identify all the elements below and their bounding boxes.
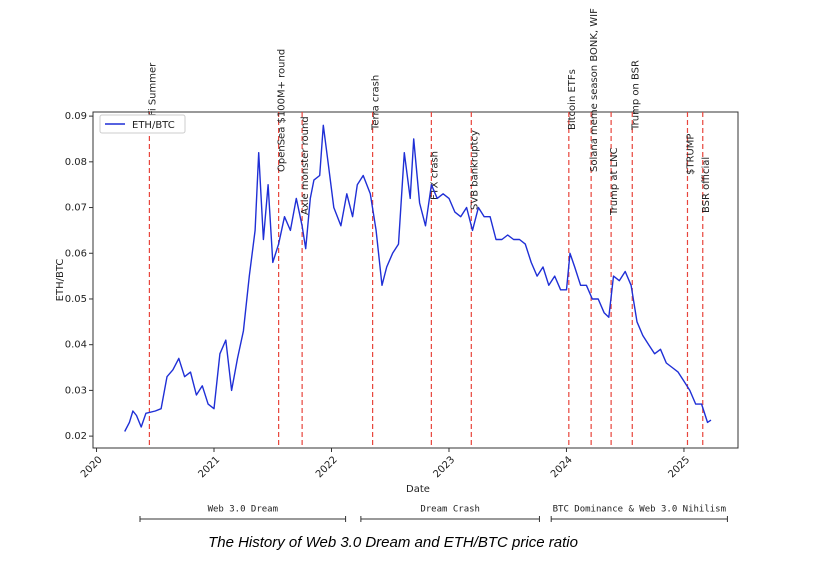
- era-label: BTC Dominance & Web 3.0 Nihilism: [553, 505, 726, 515]
- x-tick-label: 2023: [431, 454, 457, 480]
- event-label: DeFi Summer: [147, 62, 158, 130]
- y-tick-label: 0.09: [65, 111, 87, 122]
- event-label: BSR official: [701, 157, 712, 213]
- event-label: FTX crash: [429, 151, 440, 200]
- event-label: Trump on BSR: [630, 60, 641, 131]
- event-label: Bitcoin ETFs: [567, 69, 578, 130]
- y-tick-label: 0.02: [65, 431, 87, 442]
- x-tick-label: 2024: [549, 454, 575, 480]
- legend-label: ETH/BTC: [132, 120, 175, 131]
- x-tick-label: 2021: [196, 454, 222, 480]
- event-label: Solana meme season BONK, WIF: [589, 8, 600, 172]
- x-tick-label: 2020: [79, 454, 105, 480]
- y-tick-label: 0.03: [65, 385, 87, 396]
- event-label: $TRUMP: [685, 134, 696, 175]
- y-tick-label: 0.06: [65, 248, 87, 259]
- event-label: Terra crash: [371, 75, 382, 131]
- event-label: OpenSea $100M+ round: [277, 49, 288, 172]
- era-label: Dream Crash: [420, 505, 480, 515]
- event-label: SVB bankruptcy: [469, 130, 480, 210]
- y-axis-label: ETH/BTC: [55, 259, 66, 302]
- y-tick-label: 0.05: [65, 294, 87, 305]
- y-tick-label: 0.04: [65, 340, 87, 351]
- plot-frame: [92, 111, 739, 449]
- event-label: Axie monster round: [300, 116, 311, 215]
- y-tick-label: 0.08: [65, 157, 87, 168]
- x-tick-label: 2022: [314, 454, 340, 480]
- event-label: Trump at LNC: [609, 147, 620, 216]
- caption: The History of Web 3.0 Dream and ETH/BTC…: [208, 534, 578, 551]
- legend-box: [99, 114, 186, 134]
- x-tick-label: 2025: [666, 454, 692, 480]
- data-line: [124, 124, 712, 432]
- y-tick-label: 0.07: [65, 203, 87, 214]
- era-label: Web 3.0 Dream: [208, 505, 278, 515]
- x-axis-label: Date: [406, 484, 430, 495]
